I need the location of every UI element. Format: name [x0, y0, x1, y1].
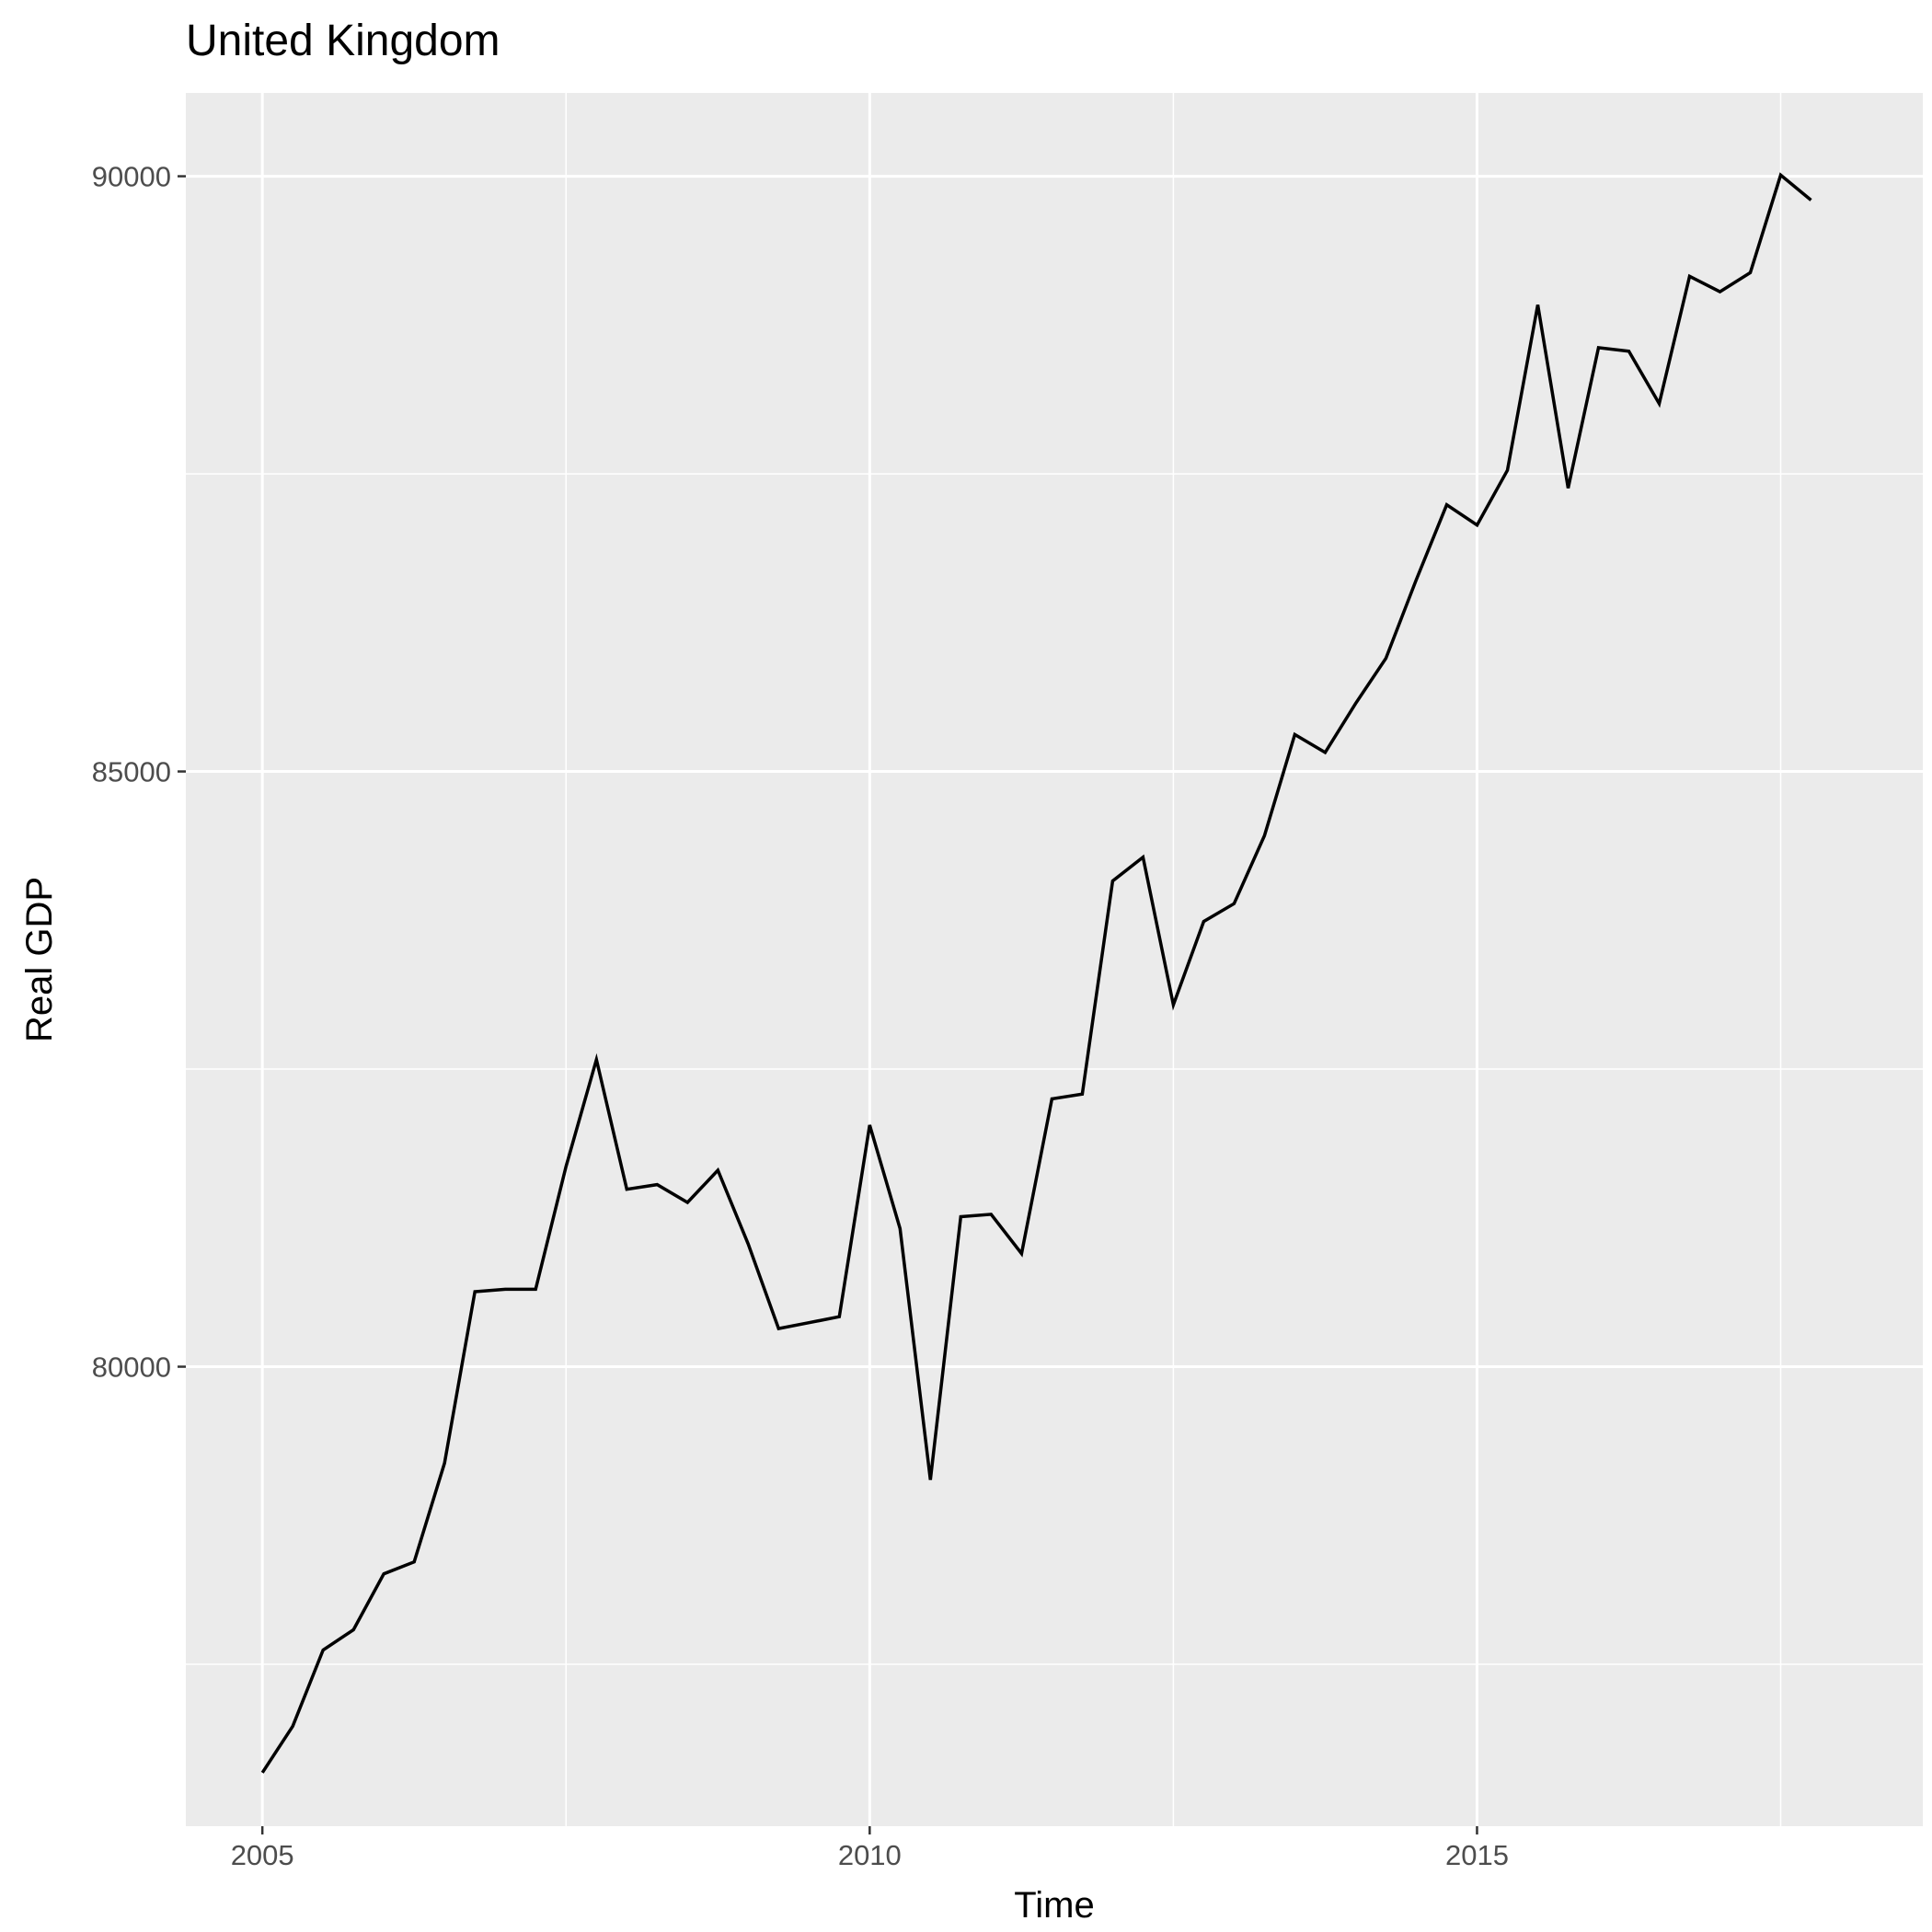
y-axis: 80000 85000 90000 [92, 161, 186, 1384]
grid-major [186, 93, 1923, 1826]
y-tick-label: 85000 [92, 756, 171, 788]
x-tick-label: 2005 [231, 1839, 294, 1871]
grid-minor [186, 93, 1923, 1826]
x-axis: 2005 2010 2015 [231, 1826, 1509, 1871]
x-tick-label: 2010 [838, 1839, 902, 1871]
y-tick-label: 90000 [92, 161, 171, 193]
plot-panel [186, 93, 1923, 1826]
x-axis-title: Time [1014, 1885, 1094, 1926]
y-tick-label: 80000 [92, 1351, 171, 1384]
x-tick-label: 2015 [1445, 1839, 1509, 1871]
y-axis-title: Real GDP [19, 877, 60, 1042]
chart-title: United Kingdom [186, 17, 500, 65]
gdp-series-line [260, 172, 1812, 1774]
